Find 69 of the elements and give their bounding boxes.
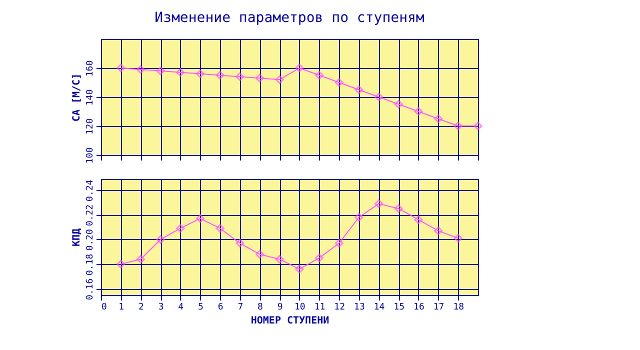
x-tick-label: 12	[334, 302, 346, 312]
point	[196, 70, 204, 78]
point	[295, 264, 304, 274]
point	[454, 122, 462, 130]
x-tick-label: 6	[218, 302, 224, 312]
y-tick-label: 120	[86, 118, 96, 135]
x-tick-label: 15	[394, 302, 405, 312]
x-tick-label: 13	[354, 302, 365, 312]
point	[156, 235, 165, 244]
point	[434, 114, 443, 124]
point	[176, 68, 185, 77]
x-tick-label: 9	[277, 302, 283, 312]
point	[275, 75, 284, 84]
y-tick-label: 0.18	[86, 254, 96, 276]
y-tick-label: 160	[86, 60, 96, 77]
x-tick-label: 10	[294, 302, 306, 312]
y-tick-label: 0.20	[86, 229, 96, 251]
x-tick-label: 7	[238, 302, 244, 312]
point	[176, 224, 185, 233]
x-tick-label: 3	[158, 302, 164, 312]
x-tick-label: 17	[433, 302, 444, 312]
x-tick-label: 1	[118, 302, 124, 312]
x-tick-label: 14	[374, 302, 385, 312]
point	[394, 204, 403, 213]
x-tick-label: 18	[453, 302, 464, 312]
y-axis-title: СА [М/С]	[72, 73, 82, 122]
y-tick-label: 140	[86, 89, 96, 106]
point	[236, 238, 244, 248]
point	[314, 70, 324, 80]
y-axis-title: КПД	[72, 228, 82, 247]
x-axis-title: НОМЕР СТУПЕНИ	[250, 316, 330, 326]
x-tick-label: 2	[138, 302, 144, 312]
point	[216, 224, 224, 233]
chart-title: Изменение параметров по ступеням	[154, 10, 425, 26]
x-tick-label: 11	[314, 302, 326, 312]
point	[216, 70, 224, 80]
y-tick-label: 0.16	[86, 278, 96, 300]
point	[414, 107, 423, 116]
point	[196, 214, 204, 223]
point	[295, 64, 304, 72]
point	[275, 254, 284, 264]
point	[434, 226, 443, 236]
point	[474, 122, 482, 130]
y-tick-label: 0.22	[86, 204, 96, 226]
point	[136, 65, 145, 74]
x-tick-label: 5	[198, 302, 204, 312]
point	[394, 100, 403, 109]
y-tick-label: 100	[86, 147, 96, 164]
point	[374, 199, 384, 208]
point	[255, 250, 264, 259]
point	[156, 66, 165, 76]
point	[236, 72, 244, 81]
x-tick-label: 8	[258, 302, 263, 312]
point	[255, 74, 264, 82]
point	[116, 64, 126, 72]
point	[116, 260, 126, 268]
x-tick-label: 0	[102, 302, 107, 312]
point	[454, 234, 462, 243]
y-tick-label: 0.24	[86, 180, 96, 202]
point	[136, 254, 145, 264]
point	[334, 78, 344, 87]
point	[374, 92, 384, 102]
x-tick-label: 4	[178, 302, 184, 312]
x-tick-label: 16	[414, 302, 424, 312]
point	[334, 238, 344, 248]
point	[354, 85, 364, 94]
point	[314, 254, 324, 262]
point	[354, 212, 364, 222]
point	[414, 215, 423, 224]
